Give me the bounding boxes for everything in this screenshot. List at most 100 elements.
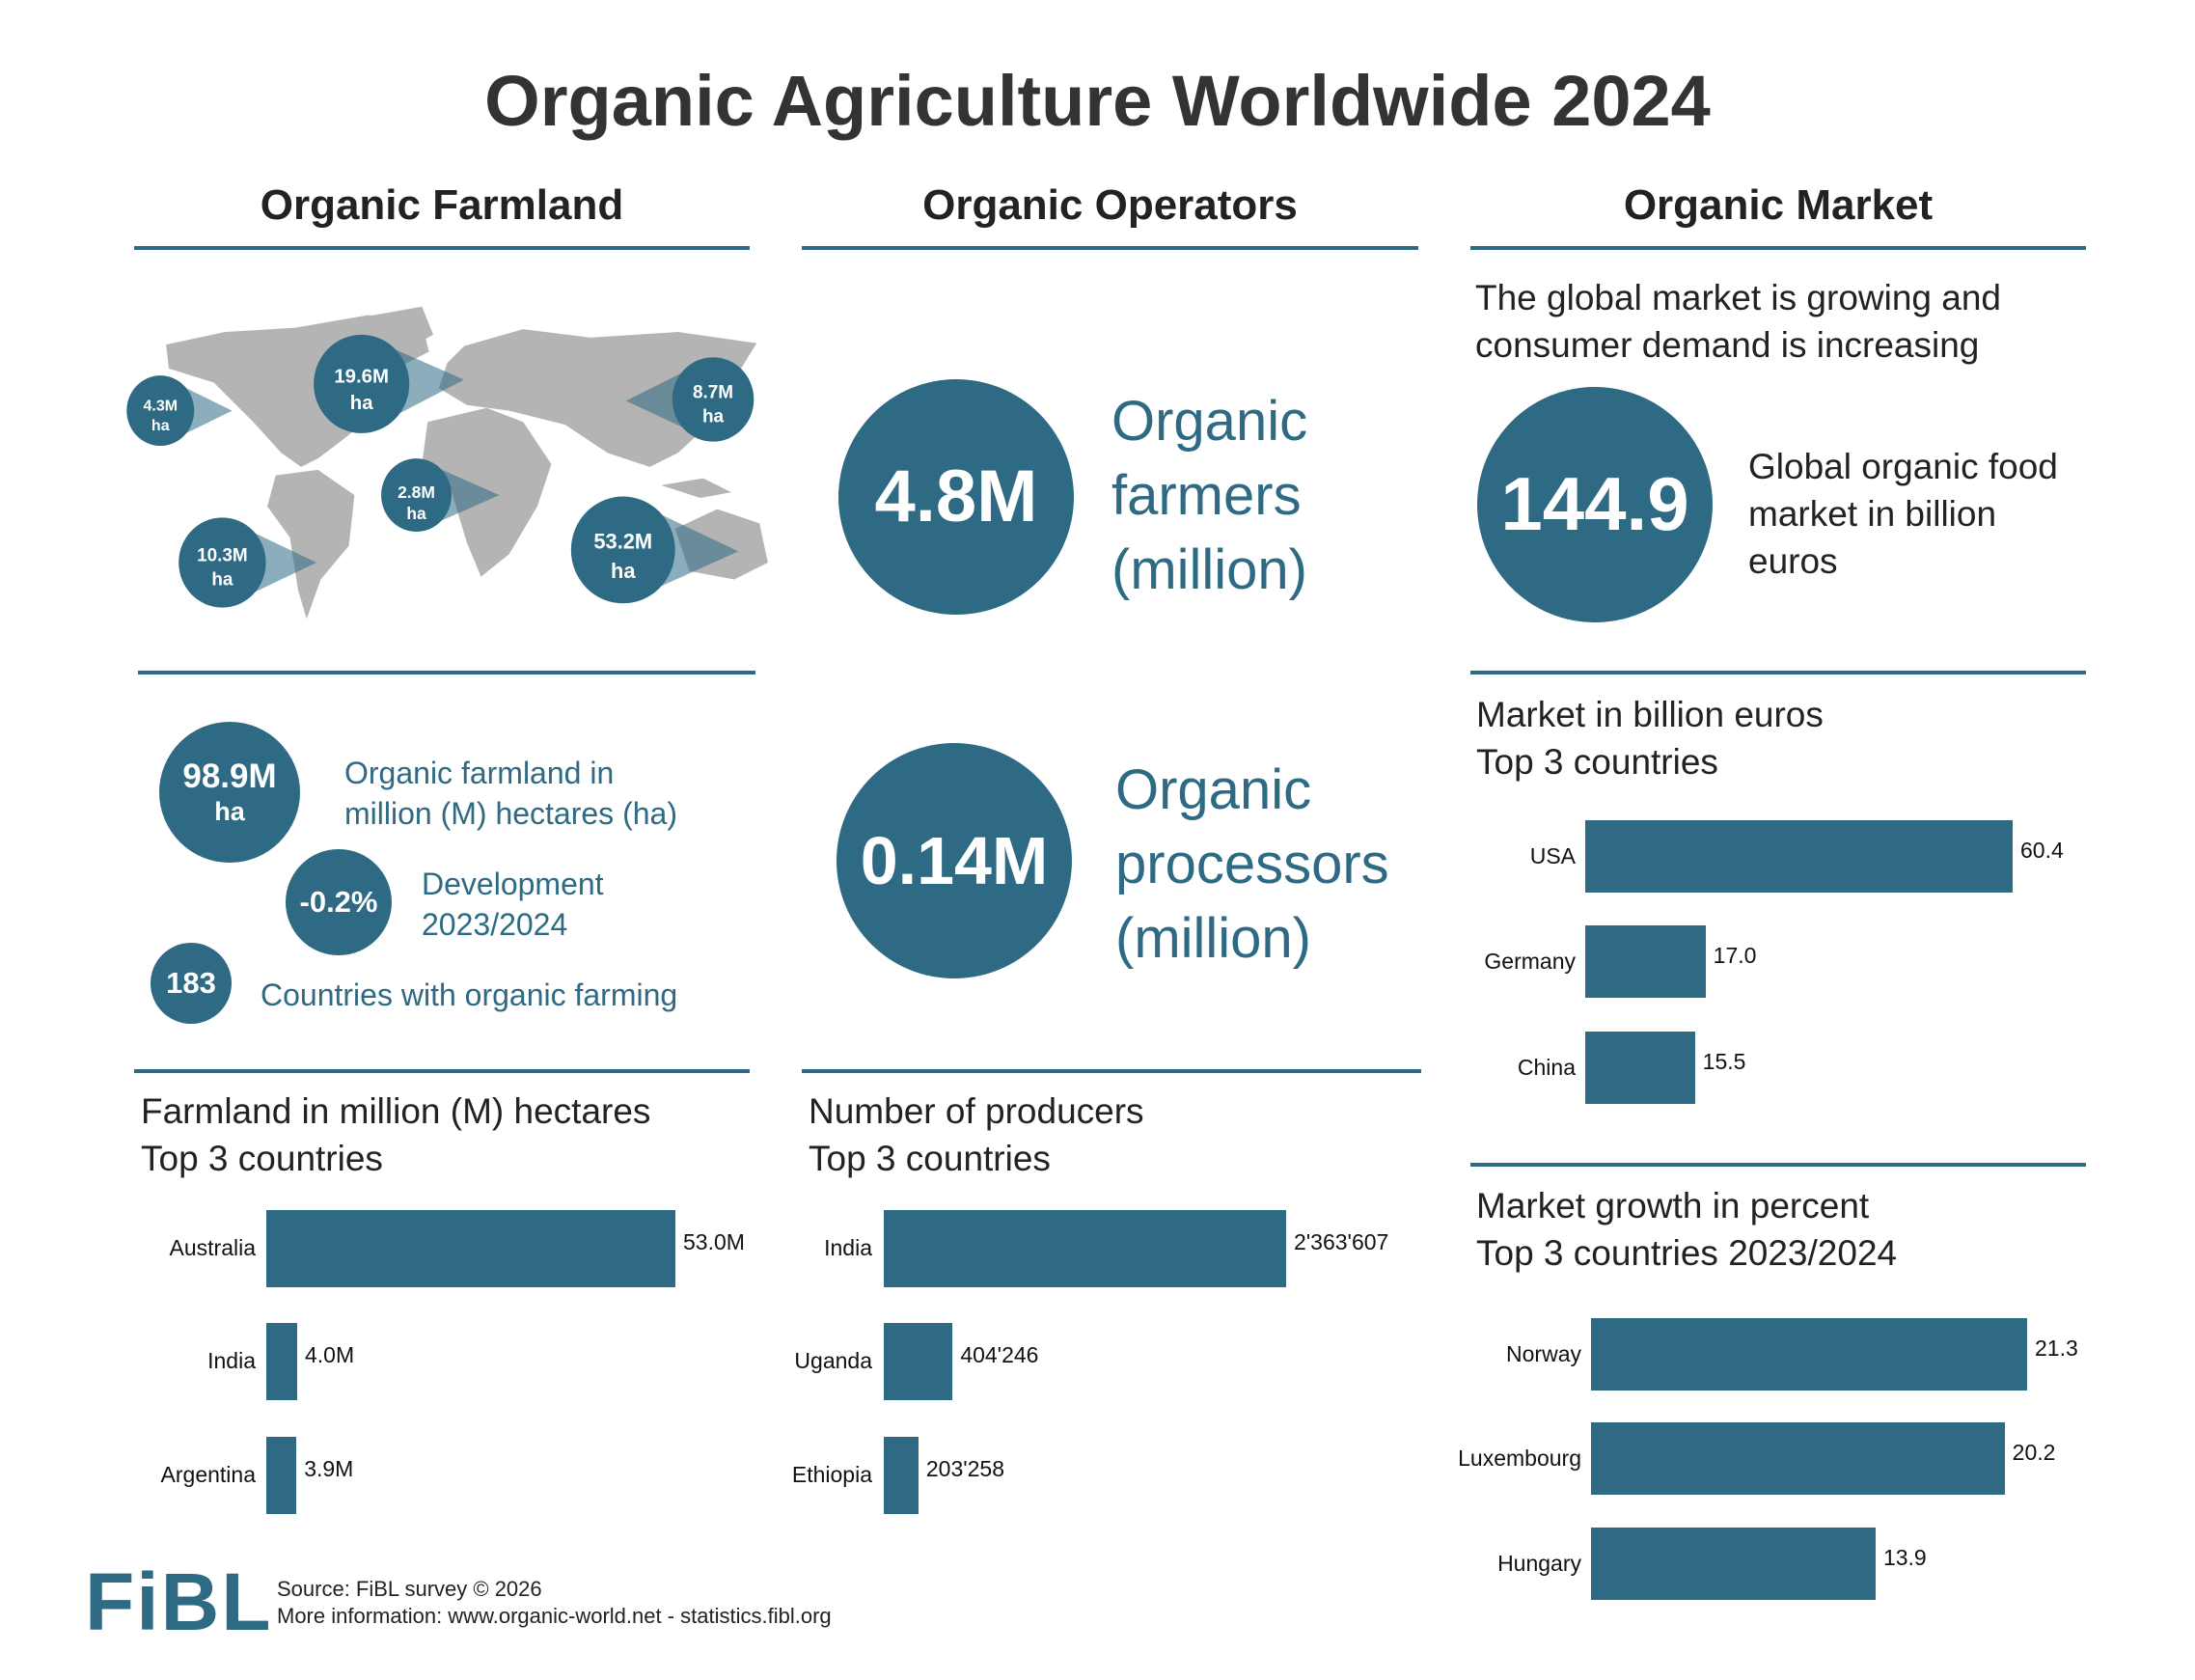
badge-value: 183 [166,966,216,1001]
fibl-logo: FiBL [85,1556,273,1649]
badge-unit: ha [214,796,245,826]
category-label: China [1517,1054,1576,1080]
more-info-text: More information: www.organic-world.net … [277,1604,832,1628]
data-label: 60.4 [2020,837,2064,863]
badge-value: -0.2% [299,885,378,920]
indonesia [661,478,731,498]
label-line: Development [422,867,604,901]
data-label: 53.0M [683,1229,745,1254]
data-label: 203'258 [925,1456,1004,1481]
intro-line: The global market is growing and [1475,278,2002,317]
heading-line: Top 3 countries 2023/2024 [1476,1233,1898,1273]
heading-line: Market growth in percent [1476,1186,1870,1226]
badge-value: 4.8M [874,455,1038,538]
countries-label: Countries with organic farming [261,978,678,1012]
map-unit: ha [611,559,636,583]
data-label: 4.0M [305,1342,355,1367]
south-america [267,469,355,620]
countries-badge: 183 [151,943,232,1024]
data-label: 15.5 [1702,1048,1746,1074]
producers-chart-heading: Number of producers Top 3 countries [809,1088,1144,1182]
label-line: market in billion [1748,494,1997,534]
label-line: Global organic food [1748,447,2058,486]
category-label: India [207,1348,256,1373]
divider [1470,671,2086,675]
market-heading: Organic Market [1623,181,1934,229]
bar-australia [266,1210,675,1287]
total-farmland-label: Organic farmland in million (M) hectares… [344,753,677,834]
data-label: 21.3 [2035,1335,2078,1361]
heading-line: Top 3 countries [1476,742,1718,782]
farmland-chart-heading: Farmland in million (M) hectares Top 3 c… [141,1088,650,1182]
heading-line: Top 3 countries [141,1139,383,1178]
divider [138,671,755,675]
data-label: 2'363'607 [1294,1229,1389,1254]
bar-india [884,1210,1286,1287]
category-label: USA [1529,842,1576,868]
operators-heading: Organic Operators [922,181,1298,229]
category-label: Australia [169,1235,256,1260]
farmland-heading: Organic Farmland [260,181,624,229]
map-region-circles [126,334,755,608]
label-line: 2023/2024 [422,907,568,942]
heading-line: Market in billion euros [1476,695,1824,734]
logo-text: FiBL [85,1556,273,1647]
processors-label: Organic processors (million) [1115,753,1389,976]
category-label: Hungary [1497,1550,1581,1576]
map-unit: ha [350,393,373,414]
category-label: Uganda [794,1348,872,1373]
source-text: Source: FiBL survey © 2026 [277,1577,542,1601]
data-label: 3.9M [304,1456,354,1481]
bar-china [1585,1032,1695,1104]
map-value: 19.6M [334,366,389,387]
label-line: (million) [1115,907,1311,970]
bar-hungary [1591,1528,1876,1600]
bar-germany [1585,925,1706,998]
bar-uganda [884,1323,953,1400]
eurasia [438,329,757,467]
data-label: 20.2 [2012,1439,2056,1465]
label-line: farmers [1111,464,1302,527]
bar-luxembourg [1591,1422,2005,1495]
divider [1470,246,2086,250]
bar-ethiopia [884,1437,919,1514]
label-line: (million) [1111,538,1307,601]
total-farmland-badge: 98.9M ha [159,722,300,863]
development-badge: -0.2% [286,849,392,955]
divider [802,1069,1421,1073]
divider [1470,1163,2086,1167]
map-unit: ha [211,569,233,590]
category-label: Ethiopia [791,1462,872,1487]
data-label: 13.9 [1882,1544,1927,1570]
divider [134,246,750,250]
global-market-label: Global organic food market in billion eu… [1748,443,2058,585]
map-unit: ha [702,406,725,427]
market-intro: The global market is growing and consume… [1475,274,2001,369]
badge-value: 0.14M [860,822,1049,898]
category-label: Argentina [160,1462,256,1487]
bar-norway [1591,1318,2027,1391]
category-label: Luxembourg [1458,1445,1581,1471]
category-label: Norway [1506,1340,1581,1366]
development-label: Development 2023/2024 [422,864,604,945]
heading-line: Number of producers [809,1091,1144,1131]
map-value: 8.7M [693,382,733,402]
heading-line: Top 3 countries [809,1139,1051,1178]
intro-line: consumer demand is increasing [1475,325,1980,365]
label-line: Organic farmland in [344,756,615,790]
bar-argentina [266,1437,297,1514]
divider [134,1069,750,1073]
bar-india [266,1323,297,1400]
badge-value: 98.9M [182,757,277,796]
divider [802,246,1418,250]
global-market-badge: 144.9 [1477,387,1713,622]
page-title: Organic Agriculture Worldwide 2024 [484,61,1711,141]
badge-value: 144.9 [1500,461,1689,547]
category-label: Germany [1484,948,1576,974]
label-line: processors [1115,833,1389,895]
map-value: 10.3M [197,546,248,566]
growth-chart-heading: Market growth in percent Top 3 countries… [1476,1182,1897,1277]
label-line: Organic [1111,390,1308,453]
map-unit: ha [151,417,171,434]
world-map: 4.3M ha 19.6M ha 8.7M ha 2.8M ha 10.3M h… [126,306,768,620]
